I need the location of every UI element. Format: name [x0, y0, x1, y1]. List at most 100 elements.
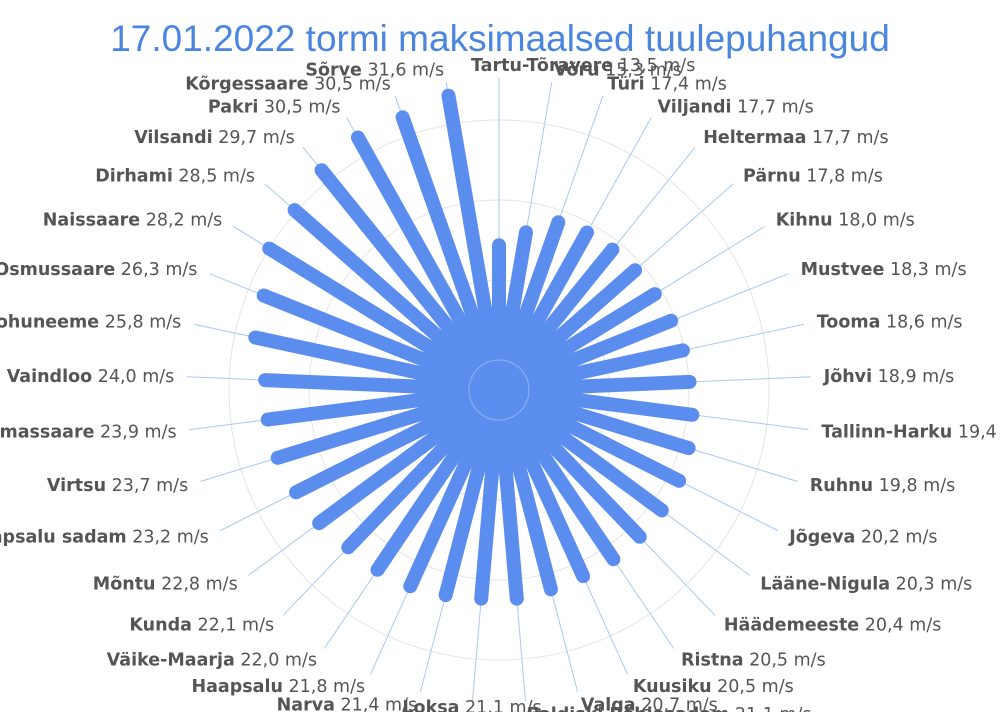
bar-label-21: Haapsalu 21,8 m/s: [191, 677, 365, 697]
bar-16: [504, 410, 591, 584]
bar-label-26: Virtsu 23,7 m/s: [47, 476, 188, 496]
bar-15: [508, 407, 621, 567]
bar-21: [403, 410, 494, 594]
station-value: 23,2 m/s: [127, 527, 209, 547]
bar-label-32: Dirhami 28,5 m/s: [95, 166, 255, 186]
bar-9: [522, 374, 697, 396]
bar-14: [512, 404, 647, 544]
bar-label-7: Mustvee 18,3 m/s: [801, 260, 967, 280]
station-name: Roomassaare: [0, 422, 95, 442]
station-name: Türi: [607, 75, 644, 95]
bar-label-36: Sõrve 31,6 m/s: [305, 61, 444, 81]
station-value: 17,7 m/s: [806, 128, 888, 148]
station-value: 23,7 m/s: [106, 476, 188, 496]
station-value: 21,8 m/s: [283, 677, 365, 697]
bar-2: [502, 215, 566, 369]
station-value: 28,2 m/s: [140, 211, 222, 231]
bar-20: [438, 412, 499, 603]
station-name: Virtsu: [47, 476, 106, 496]
bar-1: [497, 225, 533, 368]
station-value: 21,1 m/s: [459, 698, 541, 712]
bar-3: [506, 225, 594, 371]
bar-label-1: Võru 15,3 m/s: [554, 61, 682, 81]
bar-32: [287, 203, 484, 378]
bar-label-25: Haapsalu sadam 23,2 m/s: [0, 527, 209, 547]
station-value: 30,5 m/s: [258, 97, 340, 117]
bar-label-24: Mõntu 22,8 m/s: [93, 574, 238, 594]
station-name: Mustvee: [801, 260, 885, 280]
station-name: Rohuneeme: [0, 313, 99, 333]
bar-label-16: Kuusiku 20,5 m/s: [633, 677, 794, 697]
station-name: Paldiski Põhjasadam: [527, 705, 730, 712]
bar-label-35: Kõrgessaare 30,5 m/s: [185, 75, 390, 95]
station-value: 18,6 m/s: [880, 313, 962, 333]
station-name: Loksa: [402, 698, 459, 712]
station-value: 20,4 m/s: [859, 616, 941, 636]
station-name: Jõgeva: [788, 527, 855, 547]
bar-28: [258, 373, 476, 396]
station-value: 17,7 m/s: [732, 97, 814, 117]
bar-label-3: Viljandi 17,7 m/s: [658, 97, 814, 117]
bar-36: [441, 88, 501, 368]
station-name: Ristna: [681, 650, 744, 670]
station-value: 29,7 m/s: [213, 128, 295, 148]
station-value: 15,3 m/s: [600, 61, 682, 81]
station-name: Mõntu: [93, 574, 156, 594]
bar-31: [262, 241, 481, 382]
station-name: Jõhvi: [823, 367, 872, 387]
bar-30: [256, 288, 479, 386]
bar-29: [248, 330, 477, 391]
station-value: 20,3 m/s: [890, 574, 972, 594]
bar-label-18: Paldiski Põhjasadam 21,1 m/s: [527, 705, 812, 712]
bar-label-30: Osmussaare 26,3 m/s: [0, 260, 197, 280]
bar-label-6: Kihnu 18,0 m/s: [776, 211, 915, 231]
station-value: 22,8 m/s: [156, 574, 238, 594]
bar-label-5: Pärnu 17,8 m/s: [743, 166, 883, 186]
station-value: 18,0 m/s: [833, 211, 915, 231]
bar-label-4: Heltermaa 17,7 m/s: [703, 128, 888, 148]
station-value: 17,8 m/s: [801, 166, 883, 186]
bar-17: [499, 412, 558, 597]
station-value: 22,0 m/s: [235, 650, 317, 670]
station-name: Dirhami: [95, 166, 173, 186]
bar-label-17: Valga 20,7 m/s: [581, 696, 718, 712]
station-value: 28,5 m/s: [173, 166, 255, 186]
bar-12: [518, 396, 687, 488]
station-name: Kuusiku: [633, 677, 712, 697]
station-name: Pärnu: [743, 166, 801, 186]
bar-26: [270, 391, 478, 465]
bar-19: [474, 412, 504, 606]
bar-label-8: Tooma 18,6 m/s: [817, 313, 963, 333]
bar-11: [520, 391, 696, 456]
bar-24: [312, 400, 482, 531]
bar-label-33: Vilsandi 29,7 m/s: [134, 128, 295, 148]
bar-label-12: Jõgeva 20,2 m/s: [788, 527, 937, 547]
bar-5: [514, 263, 643, 378]
station-name: Narva: [277, 696, 335, 712]
station-name: Haapsalu sadam: [0, 527, 127, 547]
station-name: Sõrve: [305, 61, 362, 81]
bar-label-19: Loksa 21,1 m/s: [402, 698, 541, 712]
station-name: Tooma: [817, 313, 881, 333]
bar-4: [510, 242, 620, 374]
station-value: 19,4 m/s: [952, 422, 1000, 442]
station-value: 21,1 m/s: [729, 705, 811, 712]
station-name: Tallinn-Harku: [821, 422, 952, 442]
station-value: 19,8 m/s: [873, 476, 955, 496]
bar-33: [314, 163, 488, 374]
bar-label-2: Türi 17,4 m/s: [607, 75, 727, 95]
station-name: Osmussaare: [0, 260, 115, 280]
station-value: 18,9 m/s: [872, 367, 954, 387]
station-name: Võru: [554, 61, 600, 81]
bar-label-10: Tallinn-Harku 19,4 m/s: [821, 422, 1000, 442]
station-name: Kunda: [129, 616, 192, 636]
station-value: 20,5 m/s: [744, 650, 826, 670]
bar-label-0: Tartu-Tõravere 13,5 m/s: [471, 56, 695, 76]
station-value: 20,5 m/s: [712, 677, 794, 697]
station-value: 21,4 m/s: [335, 696, 417, 712]
bar-label-13: Lääne-Nigula 20,3 m/s: [760, 574, 972, 594]
bar-25: [289, 396, 480, 500]
bar-35: [395, 110, 496, 369]
station-value: 13,5 m/s: [613, 56, 695, 76]
station-name: Lääne-Nigula: [760, 574, 890, 594]
